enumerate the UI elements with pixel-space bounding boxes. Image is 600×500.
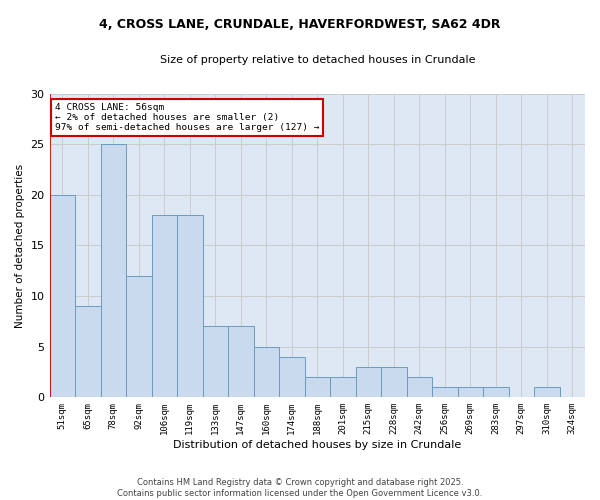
Bar: [458, 387, 483, 398]
Text: 4 CROSS LANE: 56sqm
← 2% of detached houses are smaller (2)
97% of semi-detached: 4 CROSS LANE: 56sqm ← 2% of detached hou…: [55, 102, 319, 132]
Bar: [50, 195, 75, 398]
Bar: [228, 326, 254, 398]
Bar: [152, 215, 177, 398]
Bar: [356, 367, 381, 398]
Bar: [407, 377, 432, 398]
Bar: [534, 387, 560, 398]
Bar: [305, 377, 330, 398]
Bar: [279, 357, 305, 398]
Bar: [101, 144, 126, 398]
Bar: [177, 215, 203, 398]
Bar: [432, 387, 458, 398]
Y-axis label: Number of detached properties: Number of detached properties: [15, 164, 25, 328]
Bar: [381, 367, 407, 398]
Bar: [254, 346, 279, 398]
Bar: [203, 326, 228, 398]
Bar: [126, 276, 152, 398]
X-axis label: Distribution of detached houses by size in Crundale: Distribution of detached houses by size …: [173, 440, 461, 450]
Title: Size of property relative to detached houses in Crundale: Size of property relative to detached ho…: [160, 55, 475, 65]
Bar: [483, 387, 509, 398]
Bar: [75, 306, 101, 398]
Bar: [330, 377, 356, 398]
Text: Contains HM Land Registry data © Crown copyright and database right 2025.
Contai: Contains HM Land Registry data © Crown c…: [118, 478, 482, 498]
Text: 4, CROSS LANE, CRUNDALE, HAVERFORDWEST, SA62 4DR: 4, CROSS LANE, CRUNDALE, HAVERFORDWEST, …: [99, 18, 501, 30]
